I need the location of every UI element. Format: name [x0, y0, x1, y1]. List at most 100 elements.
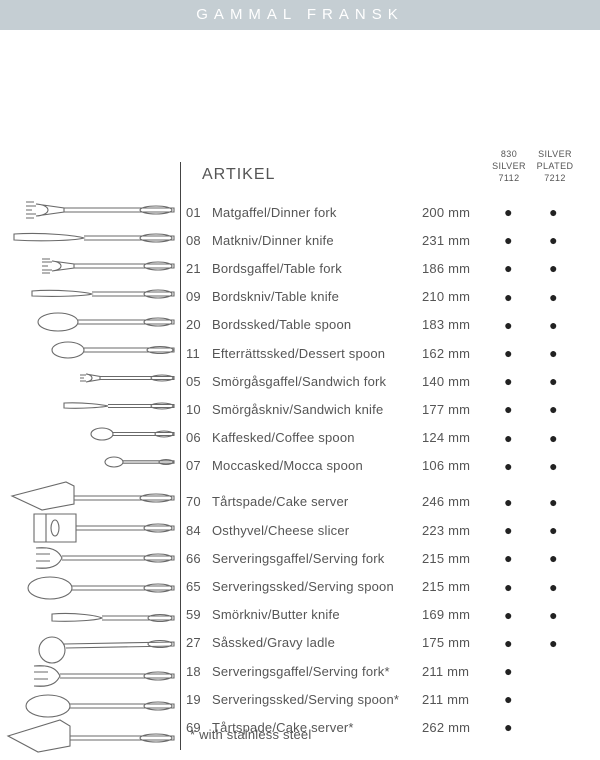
cell-number: 10 — [186, 402, 212, 417]
cell-dot-silver: ● — [486, 232, 531, 248]
cell-measure: 183 mm — [422, 317, 486, 332]
cell-measure: 175 mm — [422, 635, 486, 650]
cell-name: Smörkniv/Butter knife — [212, 607, 422, 622]
cell-dot-silver: ● — [486, 579, 531, 595]
cell-number: 08 — [186, 233, 212, 248]
cell-dot-silver: ● — [486, 494, 531, 510]
cell-dot-plated: ● — [531, 260, 576, 276]
cell-measure: 215 mm — [422, 551, 486, 566]
table-row: 70Tårtspade/Cake server246 mm●● — [186, 488, 580, 516]
table-row: 19Serveringssked/Serving spoon*211 mm● — [186, 685, 580, 713]
cell-number: 19 — [186, 692, 212, 707]
section-divider — [180, 162, 181, 750]
colh2-line3: 7212 — [533, 172, 577, 184]
cell-measure: 246 mm — [422, 494, 486, 509]
cell-measure: 211 mm — [422, 664, 486, 679]
cell-name: Matgaffel/Dinner fork — [212, 205, 422, 220]
cell-name: Kaffesked/Coffee spoon — [212, 430, 422, 445]
cell-dot-silver: ● — [486, 430, 531, 446]
footnote: * with stainless steel — [190, 727, 311, 742]
colh2-line1: SILVER — [533, 148, 577, 160]
cell-dot-silver: ● — [486, 719, 531, 735]
cutlery-illustrations — [6, 200, 178, 760]
cell-name: Serveringssked/Serving spoon* — [212, 692, 422, 707]
colh2-line2: PLATED — [533, 160, 577, 172]
cell-name: Serveringsgaffel/Serving fork* — [212, 664, 422, 679]
cell-dot-silver: ● — [486, 635, 531, 651]
cell-measure: 210 mm — [422, 289, 486, 304]
column-header-plated: SILVER PLATED 7212 — [533, 148, 577, 184]
cell-number: 09 — [186, 289, 212, 304]
cell-measure: 211 mm — [422, 692, 486, 707]
cell-measure: 177 mm — [422, 402, 486, 417]
table-row: 20Bordssked/Table spoon183 mm●● — [186, 311, 580, 339]
cell-dot-plated: ● — [531, 289, 576, 305]
content: ARTIKEL 830 SILVER 7112 SILVER PLATED 72… — [0, 30, 600, 756]
cell-dot-silver: ● — [486, 550, 531, 566]
cell-number: 05 — [186, 374, 212, 389]
cell-dot-plated: ● — [531, 522, 576, 538]
cell-dot-plated: ● — [531, 401, 576, 417]
cell-name: Serveringssked/Serving spoon — [212, 579, 422, 594]
cell-measure: 124 mm — [422, 430, 486, 445]
table-row: 01Matgaffel/Dinner fork200 mm●● — [186, 198, 580, 226]
cell-dot-silver: ● — [486, 260, 531, 276]
cell-dot-silver: ● — [486, 345, 531, 361]
cell-measure: 215 mm — [422, 579, 486, 594]
table-row: 10Smörgåskniv/Sandwich knife177 mm●● — [186, 395, 580, 423]
cell-dot-plated: ● — [531, 345, 576, 361]
cell-number: 65 — [186, 579, 212, 594]
cell-dot-silver: ● — [486, 289, 531, 305]
cell-name: Matkniv/Dinner knife — [212, 233, 422, 248]
header-title: GAMMAL FRANSK — [196, 6, 403, 23]
table-row: 84Osthyvel/Cheese slicer223 mm●● — [186, 516, 580, 544]
table-row: 06Kaffesked/Coffee spoon124 mm●● — [186, 424, 580, 452]
cell-dot-silver: ● — [486, 607, 531, 623]
cell-name: Såssked/Gravy ladle — [212, 635, 422, 650]
cell-dot-silver: ● — [486, 373, 531, 389]
table-row: 21Bordsgaffel/Table fork186 mm●● — [186, 254, 580, 282]
cell-dot-plated: ● — [531, 232, 576, 248]
cell-measure: 200 mm — [422, 205, 486, 220]
cell-dot-silver: ● — [486, 204, 531, 220]
cell-measure: 231 mm — [422, 233, 486, 248]
table-row: 59Smörkniv/Butter knife169 mm●● — [186, 601, 580, 629]
cell-dot-plated: ● — [531, 635, 576, 651]
cell-measure: 106 mm — [422, 458, 486, 473]
cell-dot-plated: ● — [531, 550, 576, 566]
cell-number: 70 — [186, 494, 212, 509]
cell-dot-silver: ● — [486, 663, 531, 679]
cell-dot-plated: ● — [531, 204, 576, 220]
header-bar: GAMMAL FRANSK — [0, 0, 600, 30]
table-row: 65Serveringssked/Serving spoon215 mm●● — [186, 572, 580, 600]
cell-number: 18 — [186, 664, 212, 679]
cell-number: 27 — [186, 635, 212, 650]
cell-number: 66 — [186, 551, 212, 566]
cell-number: 11 — [186, 346, 212, 361]
cell-name: Serveringsgaffel/Serving fork — [212, 551, 422, 566]
cell-dot-plated: ● — [531, 458, 576, 474]
cell-dot-plated: ● — [531, 373, 576, 389]
colh1-line1: 830 — [489, 148, 529, 160]
cell-name: Moccasked/Mocca spoon — [212, 458, 422, 473]
cell-measure: 140 mm — [422, 374, 486, 389]
cell-name: Tårtspade/Cake server — [212, 494, 422, 509]
cell-dot-plated: ● — [531, 607, 576, 623]
cell-measure: 162 mm — [422, 346, 486, 361]
table-row: 27Såssked/Gravy ladle175 mm●● — [186, 629, 580, 657]
cell-dot-silver: ● — [486, 458, 531, 474]
colh1-line3: 7112 — [489, 172, 529, 184]
cell-measure: 186 mm — [422, 261, 486, 276]
cell-dot-silver: ● — [486, 317, 531, 333]
cell-dot-plated: ● — [531, 579, 576, 595]
cell-name: Bordskniv/Table knife — [212, 289, 422, 304]
cell-dot-silver: ● — [486, 401, 531, 417]
cell-dot-plated: ● — [531, 494, 576, 510]
row-spacer — [186, 480, 580, 488]
cell-dot-plated: ● — [531, 430, 576, 446]
table-row: 09Bordskniv/Table knife210 mm●● — [186, 283, 580, 311]
cell-dot-plated: ● — [531, 317, 576, 333]
cell-name: Bordsgaffel/Table fork — [212, 261, 422, 276]
cell-dot-silver: ● — [486, 522, 531, 538]
table-row: 11Efterrättssked/Dessert spoon162 mm●● — [186, 339, 580, 367]
